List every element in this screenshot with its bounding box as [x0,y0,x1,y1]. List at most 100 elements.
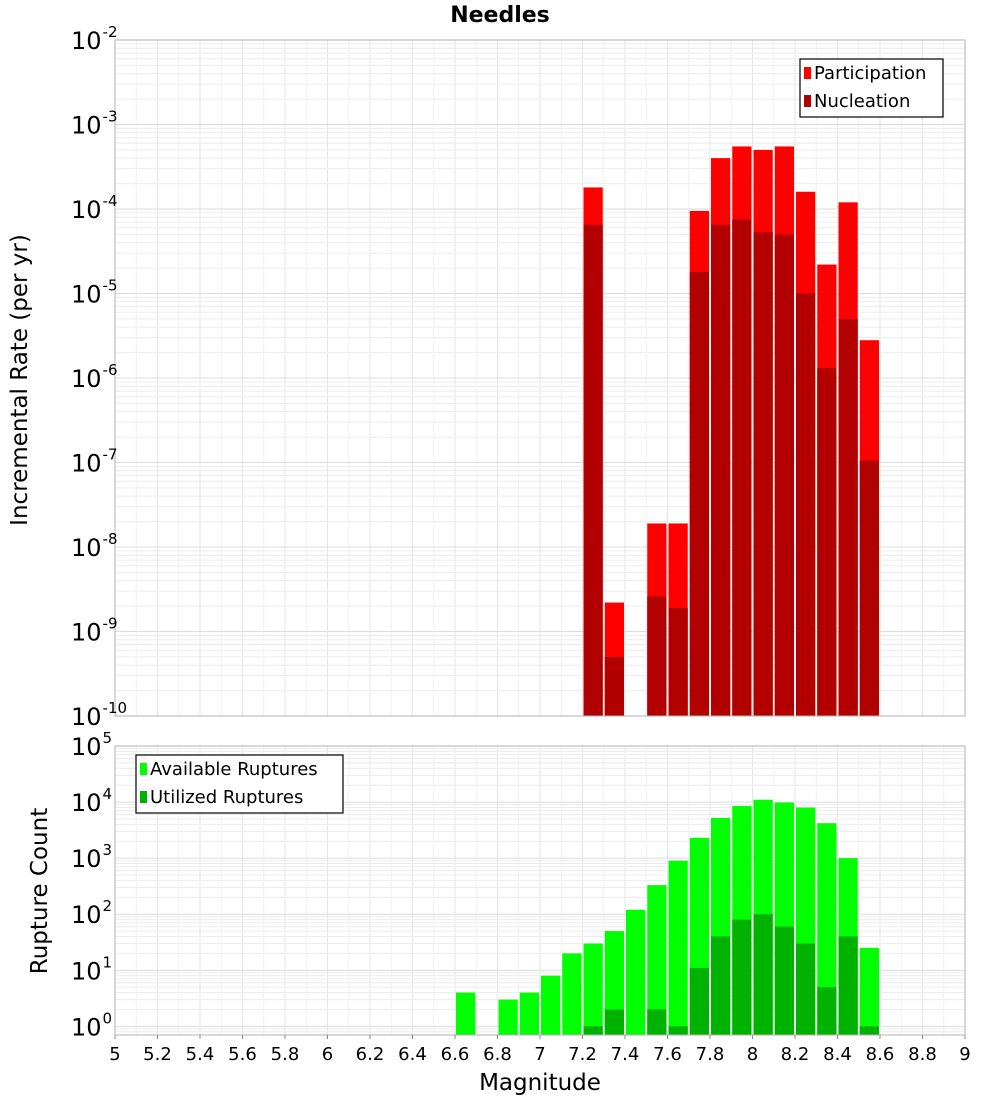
x-tick-labels: 5 5.2 5.4 5.6 5.8 6 6.2 6.4 6.6 6.8 7 7.2 7.4 7.6 7.8 8… [109,1035,971,1065]
x-tick-label: 7.8 [696,1044,725,1065]
bottom-bar-utilized-ruptures-17 [838,936,858,1035]
top-y-tick-label: 10-2 [71,23,118,55]
x-tick-label: 6.4 [398,1044,427,1065]
top-y-tick-label: 10-5 [71,277,118,309]
bottom-bar-utilized-ruptures-14 [774,926,794,1035]
x-tick-label: 6 [322,1044,333,1065]
bottom-legend-label-2: Utilized Ruptures [150,787,303,808]
top-legend-label-2: Nucleation [814,91,910,112]
bottom-bar-utilized-ruptures-9 [668,1026,688,1035]
bottom-legend: Available Ruptures Utilized Ruptures [135,754,344,814]
top-legend-swatch-2 [804,95,811,107]
top-y-tick-label: 10-8 [71,530,118,562]
bottom-legend-swatch-2 [140,791,147,803]
top-bar-nucleation-2 [647,596,667,716]
top-bar-nucleation-9 [796,293,816,716]
x-tick-label: 8 [747,1044,758,1065]
bottom-bar-available-ruptures-2 [519,992,539,1035]
x-tick-label: 6.2 [356,1044,385,1065]
bottom-bar-utilized-ruptures-8 [647,1009,667,1035]
top-y-tick-labels: 10-10 10-9 10-8 10-7 10-6 10-5 10-4 10-3 10-2 [71,23,127,731]
bottom-y-tick-label: 100 [71,1009,112,1041]
x-tick-label: 5.6 [228,1044,257,1065]
top-bar-nucleation-4 [689,271,709,716]
top-bar-nucleation-7 [753,232,773,716]
top-y-tick-label: 10-4 [71,192,118,224]
bottom-bar-available-ruptures-3 [541,975,561,1035]
x-tick-label: 5 [109,1044,120,1065]
top-bar-nucleation-12 [859,460,879,716]
top-y-tick-label: 10-3 [71,108,118,140]
x-tick-label: 7 [534,1044,545,1065]
top-legend-label-1: Participation [814,63,926,84]
bottom-bar-utilized-ruptures-10 [689,967,709,1035]
top-legend: Participation Nucleation [799,58,944,118]
bottom-y-axis-title: Rupture Count [27,808,53,974]
top-bar-nucleation-5 [711,224,731,716]
top-legend-swatch-1 [804,67,811,79]
top-bar-nucleation-1 [604,656,624,716]
top-bar-nucleation-3 [668,607,688,716]
bottom-bar-available-ruptures-1 [498,999,518,1035]
top-bar-nucleation-8 [774,234,794,717]
top-bar-nucleation-6 [732,219,752,717]
bottom-bar-utilized-ruptures-11 [711,936,731,1035]
top-gridlines [114,39,966,717]
x-tick-label: 6.8 [483,1044,512,1065]
bottom-bar-utilized-ruptures-5 [583,1026,603,1035]
bottom-bar-utilized-ruptures-12 [732,919,752,1035]
bottom-bar-available-ruptures-9 [668,860,688,1035]
x-tick-label: 5.8 [271,1044,300,1065]
x-tick-label: 9 [959,1044,970,1065]
bottom-bar-available-ruptures-5 [583,943,603,1035]
top-bar-nucleation-0 [583,224,603,716]
top-y-tick-label: 10-9 [71,615,118,647]
x-tick-label: 8.8 [908,1044,937,1065]
x-tick-label: 7.6 [653,1044,682,1065]
top-y-tick-label: 10-7 [71,446,118,478]
bottom-legend-swatch-1 [140,763,147,775]
bottom-bar-available-ruptures-7 [626,909,646,1035]
bottom-bar-utilized-ruptures-13 [753,914,773,1035]
bottom-y-tick-label: 102 [71,897,112,929]
x-tick-label: 8.2 [781,1044,810,1065]
top-series-2-bars [583,219,879,717]
bottom-bar-available-ruptures-18 [859,947,879,1035]
top-bar-nucleation-10 [817,368,837,716]
bottom-bar-utilized-ruptures-15 [796,943,816,1035]
bottom-legend-label-1: Available Ruptures [150,759,318,780]
bottom-bar-available-ruptures-4 [562,953,582,1035]
x-tick-label: 8.6 [866,1044,895,1065]
bottom-bar-available-ruptures-0 [456,992,476,1035]
bottom-bar-available-ruptures-16 [817,823,837,1035]
x-tick-label: 5.2 [143,1044,172,1065]
bottom-bar-available-ruptures-8 [647,885,667,1035]
top-y-tick-label: 10-10 [71,699,127,731]
x-tick-label: 7.4 [611,1044,640,1065]
x-tick-label: 7.2 [568,1044,597,1065]
bottom-y-tick-label: 105 [71,729,112,761]
bottom-y-tick-labels: 100 101 102 103 104 105 [71,729,112,1041]
top-legend-box [799,58,944,118]
chart-title: Needles [450,3,550,28]
bottom-bar-available-ruptures-6 [604,931,624,1035]
x-axis-title: Magnitude [479,1070,601,1096]
bottom-bar-utilized-ruptures-16 [817,987,837,1035]
x-tick-label: 5.4 [186,1044,215,1065]
bottom-legend-box [135,754,344,814]
top-panel: 10-10 10-9 10-8 10-7 10-6 10-5 10-4 10-3 10-2 Par… [71,23,966,731]
bottom-panel: 100 101 102 103 104 105 5 5.2 5.4 5.6 5.8 6 6.2 6.4 6.… [71,729,971,1065]
bottom-bar-utilized-ruptures-18 [859,1026,879,1035]
top-y-tick-label: 10-6 [71,361,118,393]
bottom-y-tick-label: 101 [71,953,112,985]
x-tick-label: 8.4 [823,1044,852,1065]
bottom-bar-utilized-ruptures-6 [604,1009,624,1035]
top-bar-nucleation-11 [838,318,858,716]
bottom-y-tick-label: 103 [71,841,112,873]
bottom-series-2-bars [583,914,879,1035]
bottom-y-tick-label: 104 [71,785,112,817]
top-y-axis-title: Incremental Rate (per yr) [7,234,33,526]
x-tick-label: 6.6 [441,1044,470,1065]
